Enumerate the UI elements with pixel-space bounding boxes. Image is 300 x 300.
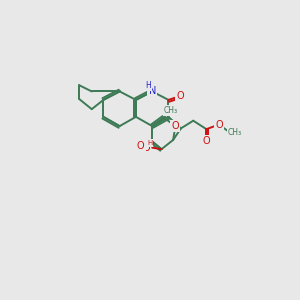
Text: N: N <box>148 86 156 96</box>
Text: O: O <box>176 91 184 101</box>
Text: O: O <box>172 121 179 131</box>
Text: H: H <box>146 81 151 90</box>
Text: O: O <box>137 141 144 151</box>
Text: O: O <box>215 119 223 130</box>
Text: O: O <box>202 136 210 146</box>
Text: H: H <box>147 140 152 146</box>
Text: CH₃: CH₃ <box>164 106 178 115</box>
Text: CH₃: CH₃ <box>228 128 242 137</box>
Text: O: O <box>142 143 150 153</box>
